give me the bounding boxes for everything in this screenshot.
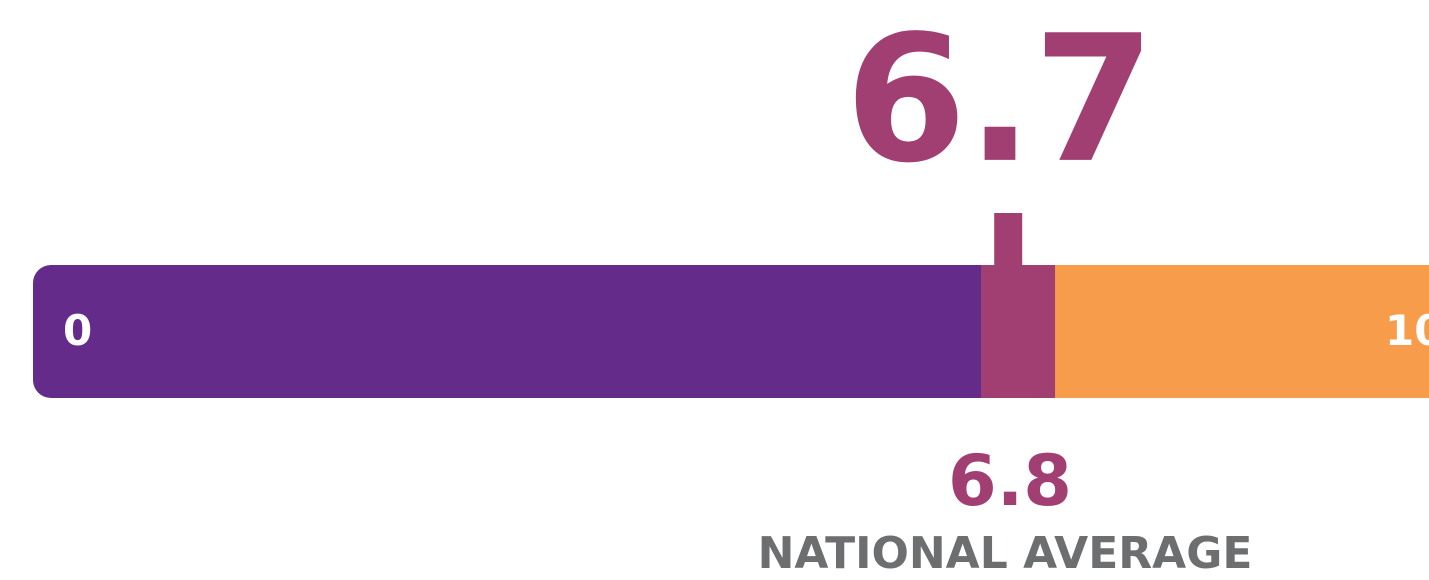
average-value: 6.8 (948, 440, 1072, 522)
average-label: NATIONAL AVERAGE (758, 528, 1253, 579)
bar-low (33, 265, 1002, 398)
average-marker (994, 213, 1023, 268)
tick-label: 0 (63, 306, 92, 355)
score: 6.7 (845, 0, 1155, 202)
bar-score (981, 265, 1056, 398)
tick-label: 10 (1385, 306, 1429, 355)
bar-high (981, 265, 1429, 398)
